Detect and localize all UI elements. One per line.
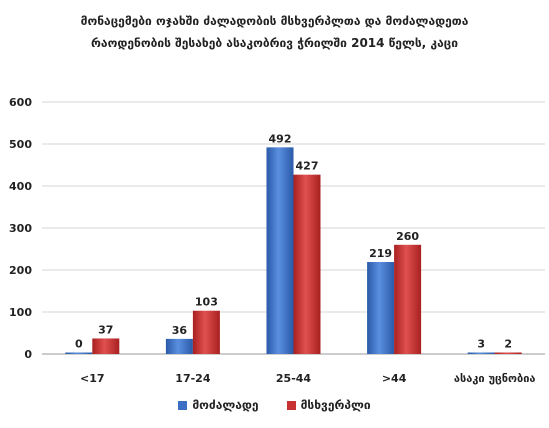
y-tick-label: 0 xyxy=(24,348,32,361)
data-label: 427 xyxy=(296,160,319,173)
data-label: 37 xyxy=(98,323,113,336)
chart-title-line-1: მონაცემები ოჯახში ძალადობის მსხვერპლთა დ… xyxy=(80,14,469,28)
y-tick-label: 300 xyxy=(9,222,32,235)
bar-abuser xyxy=(266,147,294,354)
bar-victim xyxy=(92,338,120,354)
bar-victim xyxy=(293,174,321,354)
data-label: 36 xyxy=(172,324,188,337)
legend-item-abuser: მოძალადე xyxy=(178,398,259,412)
data-label: 260 xyxy=(396,230,419,243)
x-tick-label: ასაკი უცნობია xyxy=(454,372,536,385)
y-tick-label: 100 xyxy=(9,306,32,319)
bar-abuser xyxy=(467,352,495,354)
bar-abuser xyxy=(65,352,93,354)
legend-item-victim: მსხვერპლი xyxy=(286,398,371,412)
y-tick-label: 400 xyxy=(9,180,32,193)
bar-victim xyxy=(494,352,522,354)
data-label: 492 xyxy=(269,132,292,145)
x-tick-label: 25-44 xyxy=(276,372,312,385)
data-label: 2 xyxy=(504,338,512,351)
data-label: 103 xyxy=(195,296,218,309)
x-tick-label: >44 xyxy=(382,372,407,385)
legend-swatch-victim xyxy=(286,400,296,410)
data-label: 0 xyxy=(75,338,83,351)
legend-label-victim: მსხვერპლი xyxy=(300,398,371,412)
bar-abuser xyxy=(367,262,395,354)
chart-title-line-2: რაოდენობის შესახებ ასაკობრივ ჭრილში 2014… xyxy=(91,36,458,50)
y-tick-label: 200 xyxy=(9,264,32,277)
y-tick-label: 600 xyxy=(9,96,32,109)
legend-swatch-abuser xyxy=(178,400,188,410)
legend-label-abuser: მოძალადე xyxy=(192,398,259,412)
legend: მოძალადე მსხვერპლი xyxy=(0,398,549,412)
chart-title: მონაცემები ოჯახში ძალადობის მსხვერპლთა დ… xyxy=(0,10,549,54)
bar-abuser xyxy=(165,338,193,354)
x-tick-label: 17-24 xyxy=(175,372,211,385)
data-label: 219 xyxy=(369,247,392,260)
data-label: 3 xyxy=(477,338,485,351)
y-tick-label: 500 xyxy=(9,138,32,151)
bar-victim xyxy=(394,244,422,354)
x-tick-label: <17 xyxy=(80,372,105,385)
bar-victim xyxy=(192,310,220,354)
